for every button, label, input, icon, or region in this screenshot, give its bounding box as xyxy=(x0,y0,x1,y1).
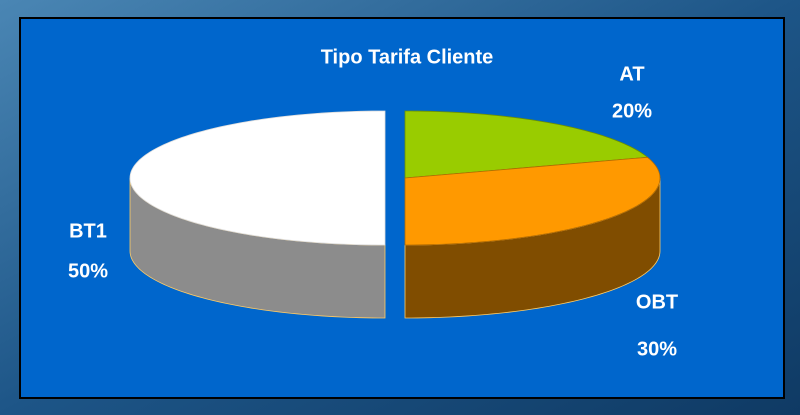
chart-title: Tipo Tarifa Cliente xyxy=(321,46,494,68)
slice xyxy=(404,156,661,246)
slice-label: AT xyxy=(619,63,644,85)
slice-label: OBT xyxy=(636,291,678,313)
slice-label: BT1 xyxy=(69,220,107,242)
slice xyxy=(404,110,649,179)
slice-value-label: 50% xyxy=(68,260,108,282)
slice xyxy=(129,110,386,246)
slice-value-label: 30% xyxy=(637,338,677,360)
slice-value-label: 20% xyxy=(612,100,652,122)
